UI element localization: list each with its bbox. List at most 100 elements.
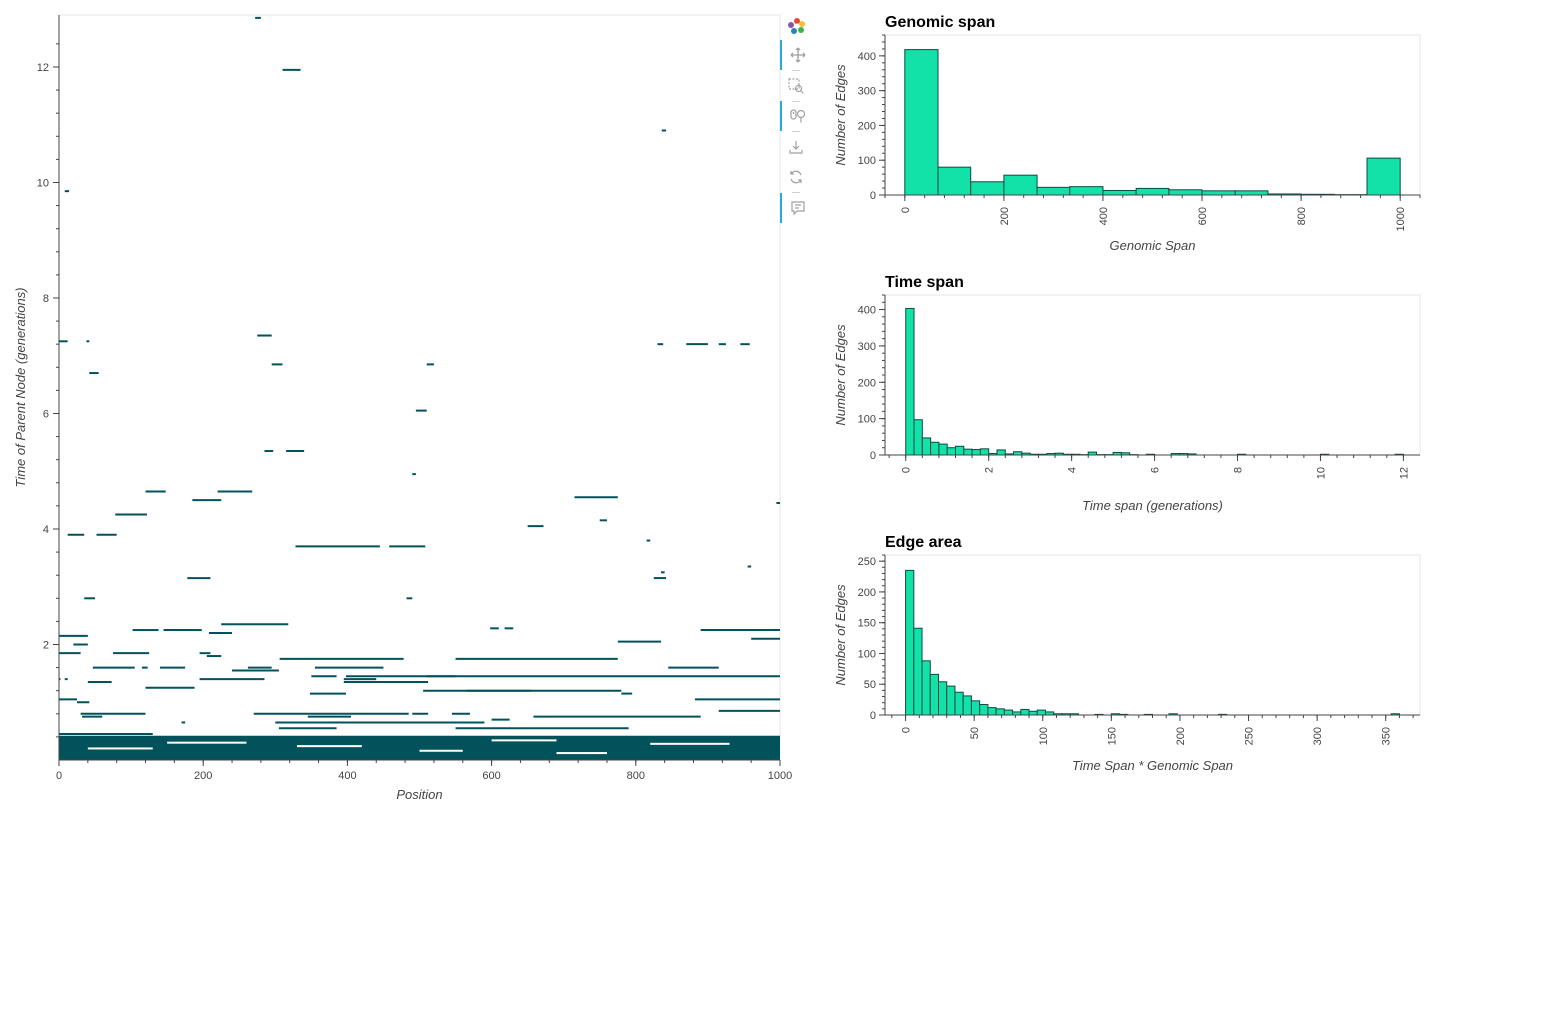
y-axis-title: Number of Edges — [833, 324, 848, 426]
y-tick-label: 250 — [858, 556, 876, 568]
histogram-bar — [1366, 157, 1401, 196]
y-axis-title: Time of Parent Node (generations) — [13, 287, 28, 487]
y-tick-label: 200 — [858, 120, 876, 132]
histogram-bar — [1069, 186, 1104, 196]
x-tick-label: 800 — [1296, 207, 1308, 225]
y-tick-label: 200 — [858, 377, 876, 389]
histogram-bar — [987, 707, 997, 716]
y-tick-label: 50 — [864, 679, 876, 691]
band-gap — [167, 741, 247, 744]
x-tick-label: 200 — [999, 207, 1011, 225]
reset-icon[interactable] — [780, 162, 812, 192]
histogram-bar — [996, 449, 1006, 456]
histogram-bar — [995, 708, 1005, 716]
plot-toolbar — [780, 10, 812, 230]
plot-frame — [884, 294, 1421, 456]
plot-frame — [884, 554, 1421, 716]
histogram-bar — [913, 627, 923, 716]
x-axis-title: Position — [396, 787, 442, 802]
histogram-bar — [929, 673, 940, 716]
histogram-bar — [1135, 187, 1170, 196]
histogram-bar — [970, 181, 1005, 196]
histogram-bar — [913, 419, 923, 456]
x-tick-label: 0 — [900, 207, 912, 213]
save-icon[interactable] — [780, 132, 812, 162]
genomic-span-histogram[interactable]: Genomic span 0 200 400 600 800 1000 0 100 200 300 4… — [825, 5, 1435, 260]
histogram-bar — [1020, 708, 1030, 716]
x-tick-label: 200 — [1175, 727, 1187, 745]
x-axis-title: Time span (generations) — [1082, 498, 1223, 513]
histogram-bar — [954, 691, 964, 716]
bokeh-logo-icon[interactable] — [780, 10, 812, 40]
y-tick-label: 0 — [870, 450, 876, 462]
y-tick-label: 12 — [37, 62, 49, 74]
histogram-bar — [1168, 189, 1203, 196]
histogram-bar — [971, 449, 981, 456]
histogram-bar — [979, 704, 989, 716]
y-tick-label: 100 — [858, 414, 876, 426]
histogram-bar — [963, 448, 973, 456]
x-axis-title: Time Span * Genomic Span — [1072, 758, 1233, 773]
histogram-bar — [946, 447, 957, 456]
x-tick-label: 2 — [984, 467, 996, 473]
histogram-bar — [921, 437, 932, 456]
x-tick-label: 0 — [901, 727, 913, 733]
y-tick-label: 100 — [858, 155, 876, 167]
histogram-bar — [1003, 174, 1038, 196]
chart-title: Genomic span — [885, 14, 995, 31]
histogram-bar — [938, 681, 948, 716]
y-tick-label: 8 — [43, 293, 49, 305]
x-tick-label: 400 — [1098, 207, 1110, 225]
y-tick-label: 0 — [870, 190, 876, 202]
y-axis-title: Number of Edges — [833, 584, 848, 686]
pan-icon[interactable] — [780, 40, 812, 70]
x-tick-label: 800 — [627, 770, 645, 782]
plot-frame — [58, 14, 781, 761]
histogram-bar — [1036, 186, 1071, 196]
histogram-bar — [905, 569, 915, 716]
y-tick-label: 300 — [858, 341, 876, 353]
time-span-histogram[interactable]: Time span 0 2 4 6 8 10 12 0 100 200 300 400 Time span… — [825, 265, 1435, 520]
wheel-zoom-icon[interactable] — [780, 101, 812, 131]
x-tick-label: 350 — [1381, 727, 1393, 745]
y-tick-label: 6 — [43, 408, 49, 420]
edges-plot[interactable]: 0 200 400 600 800 1000 2 4 6 8 10 12 Position Time of… — [0, 0, 800, 820]
x-tick-label: 1000 — [1395, 207, 1407, 231]
x-tick-label: 150 — [1106, 727, 1118, 745]
x-axis-title: Genomic Span — [1110, 238, 1196, 253]
histogram-bar — [1102, 189, 1137, 196]
histogram-bar — [946, 685, 956, 716]
y-tick-label: 4 — [43, 524, 49, 536]
histogram-bar — [921, 660, 931, 716]
x-tick-label: 0 — [56, 770, 62, 782]
y-tick-label: 2 — [43, 639, 49, 651]
x-tick-label: 600 — [482, 770, 500, 782]
histogram-bar — [1234, 190, 1269, 196]
x-tick-label: 400 — [338, 770, 356, 782]
y-axis-title: Number of Edges — [833, 64, 848, 166]
x-tick-label: 10 — [1315, 467, 1327, 479]
y-tick-label: 10 — [37, 177, 49, 189]
band-gap — [556, 752, 607, 755]
x-tick-label: 6 — [1150, 467, 1162, 473]
x-tick-label: 0 — [901, 467, 913, 473]
x-tick-label: 50 — [969, 727, 981, 739]
histogram-bar — [970, 700, 981, 716]
histogram-bar — [1036, 709, 1046, 716]
edge-area-histogram[interactable]: Edge area 0 50 100 150 200 250 300 350 0 50 100 150 2… — [825, 525, 1435, 780]
hover-icon[interactable] — [780, 193, 812, 223]
x-tick-label: 200 — [194, 770, 212, 782]
histogram-bar — [905, 307, 915, 456]
x-tick-label: 600 — [1197, 207, 1209, 225]
band-gap — [650, 742, 730, 745]
box-zoom-icon[interactable] — [780, 71, 812, 101]
histogram-bar — [930, 441, 940, 456]
histogram-bar — [1003, 709, 1014, 716]
y-tick-label: 400 — [858, 305, 876, 317]
y-tick-label: 300 — [858, 86, 876, 98]
x-tick-label: 12 — [1398, 467, 1410, 479]
histogram-bar — [1201, 190, 1236, 196]
x-tick-label: 4 — [1067, 467, 1079, 473]
x-tick-label: 8 — [1233, 467, 1245, 473]
dense-edge-band — [59, 735, 780, 760]
